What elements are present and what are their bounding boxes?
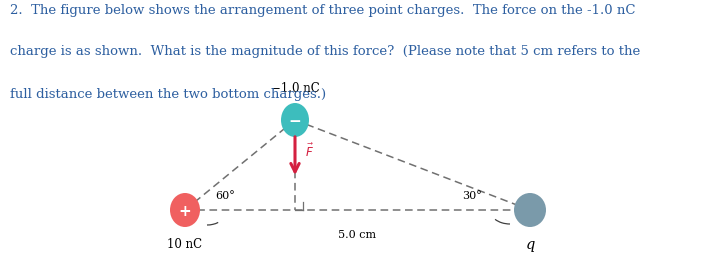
Ellipse shape (514, 193, 546, 227)
Text: +: + (179, 204, 192, 218)
Text: charge is as shown.  What is the magnitude of this force?  (Please note that 5 c: charge is as shown. What is the magnitud… (10, 46, 640, 58)
Text: $\vec{F}$: $\vec{F}$ (305, 142, 314, 159)
Text: 60°: 60° (215, 191, 235, 201)
Text: 5.0 cm: 5.0 cm (339, 230, 377, 240)
Ellipse shape (281, 103, 309, 137)
Text: −1.0 nC: −1.0 nC (271, 82, 320, 95)
Text: −: − (288, 114, 301, 128)
Text: q: q (525, 238, 534, 252)
Text: 10 nC: 10 nC (168, 238, 203, 251)
Text: 30°: 30° (462, 191, 481, 201)
Text: 2.  The figure below shows the arrangement of three point charges.  The force on: 2. The figure below shows the arrangemen… (10, 4, 636, 17)
Text: full distance between the two bottom charges.): full distance between the two bottom cha… (10, 88, 326, 101)
Ellipse shape (170, 193, 200, 227)
